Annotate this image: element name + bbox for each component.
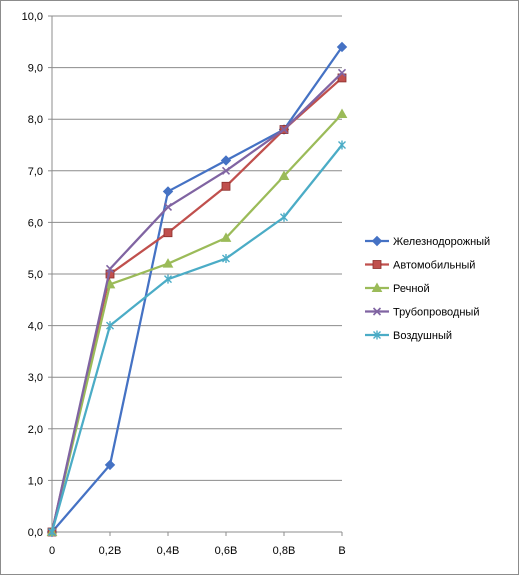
legend-marker (371, 282, 383, 292)
data-point (162, 186, 174, 197)
data-point (163, 202, 173, 211)
x-tick-label: 0,4B (157, 545, 180, 557)
series-line (50, 77, 343, 533)
series-line (51, 46, 343, 533)
y-tick-label: 0,0 (28, 527, 43, 539)
legend-item: Воздушный (365, 330, 452, 342)
legend-item: Автомобильный (365, 260, 475, 272)
y-tick-label: 7,0 (28, 166, 43, 178)
series-1 (46, 41, 348, 538)
x-tick-label: B (338, 545, 345, 557)
data-point (280, 212, 288, 222)
series-3 (46, 108, 348, 536)
y-axis-tick-labels: 0,0 1,0 2,0 3,0 4,0 5,0 6,0 7,0 8,0 9,0 10,0 (22, 11, 43, 539)
legend-label: Трубопроводный (393, 307, 479, 319)
legend-marker (372, 307, 382, 316)
data-point (278, 170, 290, 180)
legend-label: Речной (393, 283, 430, 295)
data-point (162, 258, 174, 268)
legend-marker (371, 235, 383, 247)
series-5 (48, 140, 346, 537)
legend-item: Железнодорожный (365, 235, 490, 248)
axes (48, 15, 343, 536)
data-point (48, 527, 56, 537)
data-point (336, 108, 348, 119)
y-tick-label: 5,0 (28, 269, 43, 281)
data-point (221, 166, 231, 175)
y-tick-label: 9,0 (28, 63, 43, 75)
data-point (222, 254, 230, 264)
legend-item: Речной (365, 282, 430, 295)
y-tick-label: 10,0 (22, 11, 43, 23)
data-point (106, 321, 114, 331)
y-tick-label: 8,0 (28, 114, 43, 126)
data-point (220, 155, 232, 166)
data-point (221, 181, 231, 191)
data-point (337, 68, 347, 77)
legend-label: Автомобильный (393, 260, 475, 272)
legend-label: Воздушный (393, 330, 452, 342)
x-tick-label: 0,8B (273, 545, 296, 557)
x-axis-tick-labels: 0 0,2B 0,4B 0,6B 0,8B B (49, 545, 346, 557)
legend-label: Железнодорожный (393, 236, 490, 248)
series-2 (47, 73, 347, 537)
data-point (338, 140, 346, 150)
legend-marker (372, 260, 382, 269)
grid-lines (52, 15, 342, 481)
y-tick-label: 1,0 (28, 475, 43, 487)
series-line (50, 144, 343, 533)
legend: Железнодорожный Автомобильный Речной Трубоп… (365, 235, 490, 342)
data-point (164, 274, 172, 284)
legend-item: Трубопроводный (365, 307, 479, 319)
x-tick-label: 0,6B (215, 545, 238, 557)
series-line (50, 113, 343, 533)
data-point (163, 228, 173, 238)
x-tick-label: 0,2B (99, 545, 122, 557)
data-point (279, 125, 289, 134)
data-point (220, 232, 232, 242)
series-line (50, 71, 343, 533)
x-tick-label: 0 (49, 545, 55, 557)
series-4 (47, 68, 347, 537)
series-lines (46, 41, 348, 538)
y-tick-label: 6,0 (28, 217, 43, 229)
y-tick-label: 3,0 (28, 372, 43, 384)
data-point (336, 41, 348, 53)
data-point (104, 459, 116, 471)
data-point (105, 264, 115, 273)
legend-marker (373, 330, 381, 340)
y-tick-label: 2,0 (28, 424, 43, 436)
y-tick-label: 4,0 (28, 321, 43, 333)
